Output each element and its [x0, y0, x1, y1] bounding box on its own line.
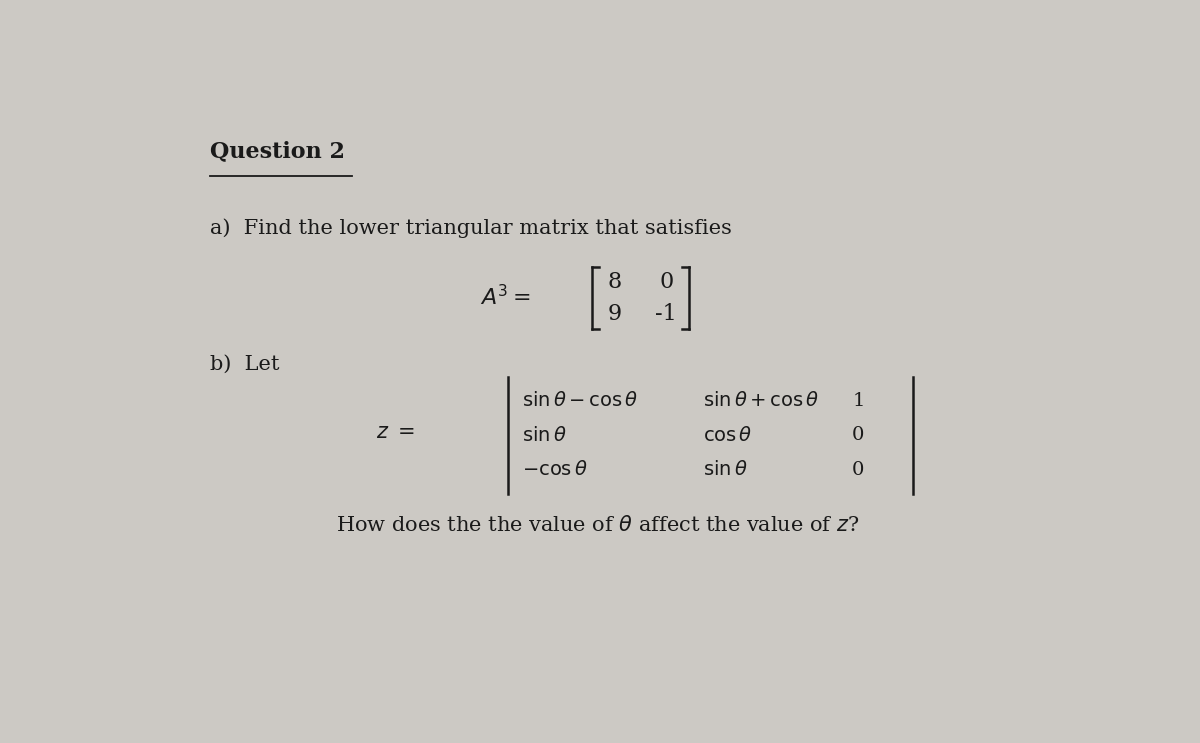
Text: $\cos\theta$: $\cos\theta$: [703, 426, 752, 445]
Text: 0: 0: [852, 461, 864, 478]
Text: $\sin\theta - \cos\theta$: $\sin\theta - \cos\theta$: [522, 392, 638, 410]
Text: $A^3 = $: $A^3 = $: [480, 285, 532, 311]
Text: a)  Find the lower triangular matrix that satisfies: a) Find the lower triangular matrix that…: [210, 218, 732, 238]
Text: $\sin\theta + \cos\theta$: $\sin\theta + \cos\theta$: [703, 392, 820, 410]
Text: $-\cos\theta$: $-\cos\theta$: [522, 460, 588, 479]
Text: 0: 0: [659, 271, 673, 293]
Text: $\sin\theta$: $\sin\theta$: [703, 460, 748, 479]
Text: $z\ =$: $z\ =$: [376, 423, 415, 442]
Text: $\sin\theta$: $\sin\theta$: [522, 426, 566, 445]
Text: b)  Let: b) Let: [210, 355, 280, 374]
Text: 8: 8: [608, 271, 622, 293]
Text: 0: 0: [852, 426, 864, 444]
Text: 1: 1: [852, 392, 864, 410]
Text: How does the the value of $\theta$ affect the value of $z$?: How does the the value of $\theta$ affec…: [336, 516, 859, 536]
Text: -1: -1: [655, 302, 677, 325]
Text: 9: 9: [608, 302, 622, 325]
Text: Question 2: Question 2: [210, 140, 346, 163]
